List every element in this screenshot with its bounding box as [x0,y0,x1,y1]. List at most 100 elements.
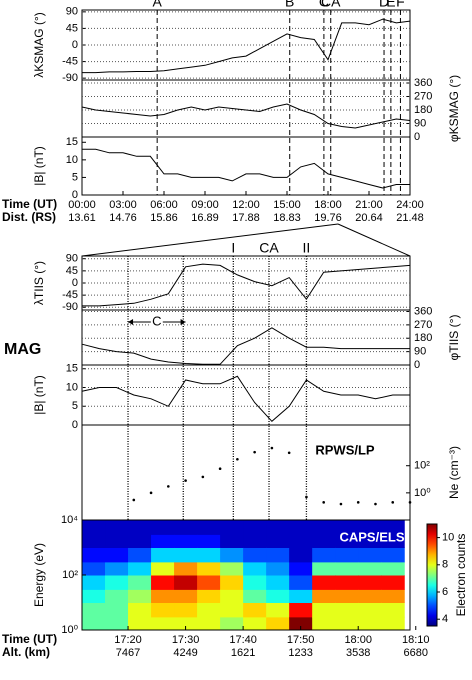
data-point [218,467,222,471]
heat-cell [174,547,198,563]
heat-cell [174,589,198,603]
data-point [408,501,412,504]
heat-cell [289,589,313,603]
y-tick-label: 5 [72,171,78,183]
secondary-tick-label: 17.88 [232,212,260,224]
heat-cell [312,575,336,590]
heat-cell [381,534,405,548]
heat-cell [105,520,129,535]
event-label: A [152,0,162,10]
y-tick-label: 10⁰ [61,624,78,636]
annotation-label: C [152,313,161,328]
colorbar-tick-label: 10 [442,532,454,544]
y-tick-label: 10⁴ [61,514,78,526]
heat-cell [105,547,129,563]
heat-cell [266,575,290,590]
x-axis-label-secondary: Alt. (km) [2,645,50,659]
y-tick-label: 270 [414,319,432,331]
data-point [201,475,205,479]
heat-cell [151,534,175,548]
heat-cell [335,534,359,548]
y-tick-label: 90 [66,6,78,18]
heat-cell [243,575,267,590]
secondary-tick-label: 14.76 [109,212,137,224]
heat-cell [128,616,152,631]
heat-cell [105,534,129,548]
panel-frame [81,255,411,311]
secondary-tick-label: 21.48 [396,212,424,224]
heat-cell [128,575,152,590]
heat-cell [220,561,244,576]
heat-cell [358,534,382,548]
panel-title: RPWS/LP [315,442,375,457]
x-tick-label: 18:10 [402,634,430,646]
heat-cell [220,547,244,563]
heat-cell [151,575,175,590]
y-tick-label: -45 [62,55,78,67]
panel-frame [81,9,411,81]
colorbar-label: Electron counts [454,534,468,617]
y-tick-label: 15 [66,136,78,148]
panel-frame [81,79,411,138]
y-tick-label: 0 [414,359,420,371]
y-tick-label: 270 [414,90,432,102]
heat-cell [197,534,221,548]
heat-cell [128,547,152,563]
heat-cell [335,589,359,603]
heat-cell [243,547,267,563]
heat-cell [289,616,313,631]
heat-cell [151,561,175,576]
heat-cell [220,534,244,548]
heat-cell [289,561,313,576]
heat-cell [335,547,359,563]
x-tick-label: 17:20 [114,634,142,646]
y-tick-label: 0 [72,419,78,431]
heat-cell [197,575,221,590]
data-point [132,498,136,502]
heat-cell [266,561,290,576]
event-label: C [319,0,329,10]
y-tick-label: 90 [414,346,426,358]
heat-cell [220,520,244,535]
y-tick-label: 0 [414,131,420,143]
heat-cell [335,616,359,631]
heat-cell [197,616,221,631]
heat-cell [335,561,359,576]
data-point [356,501,360,504]
heat-cell [151,602,175,618]
y-axis-label: φKSMAG (°) [447,75,461,142]
heat-cell [197,547,221,563]
heat-cell [381,589,405,603]
y-tick-label: -90 [62,72,78,84]
y-tick-label: -90 [62,301,78,313]
y-tick-label: 180 [414,332,432,344]
heat-cell [151,547,175,563]
heat-cell [243,589,267,603]
heat-cell [381,616,405,631]
heat-cell [243,534,267,548]
heat-cell [335,575,359,590]
heat-cell [151,616,175,631]
secondary-tick-label: 19.76 [314,212,342,224]
secondary-tick-label: 4249 [173,647,197,659]
heat-cell [174,561,198,576]
secondary-tick-label: 1621 [231,647,255,659]
zoom-line [337,223,411,257]
heat-cell [289,520,313,535]
y-tick-label: 10⁰ [414,487,431,499]
x-axis-label: Time (UT) [2,632,57,646]
x-tick-label: 17:30 [172,634,200,646]
heat-cell [358,575,382,590]
heat-cell [128,589,152,603]
heat-cell [105,561,129,576]
x-tick-label: 03:00 [109,199,137,211]
heat-cell [335,520,359,535]
y-tick-label: 45 [66,265,78,277]
secondary-tick-label: 7467 [116,647,140,659]
zoom-line [81,223,339,257]
colorbar-tick-label: 8 [442,559,448,571]
event-label: F [396,0,405,10]
heat-cell [174,616,198,631]
x-tick-label: 09:00 [191,199,219,211]
event-label: E [386,0,395,10]
